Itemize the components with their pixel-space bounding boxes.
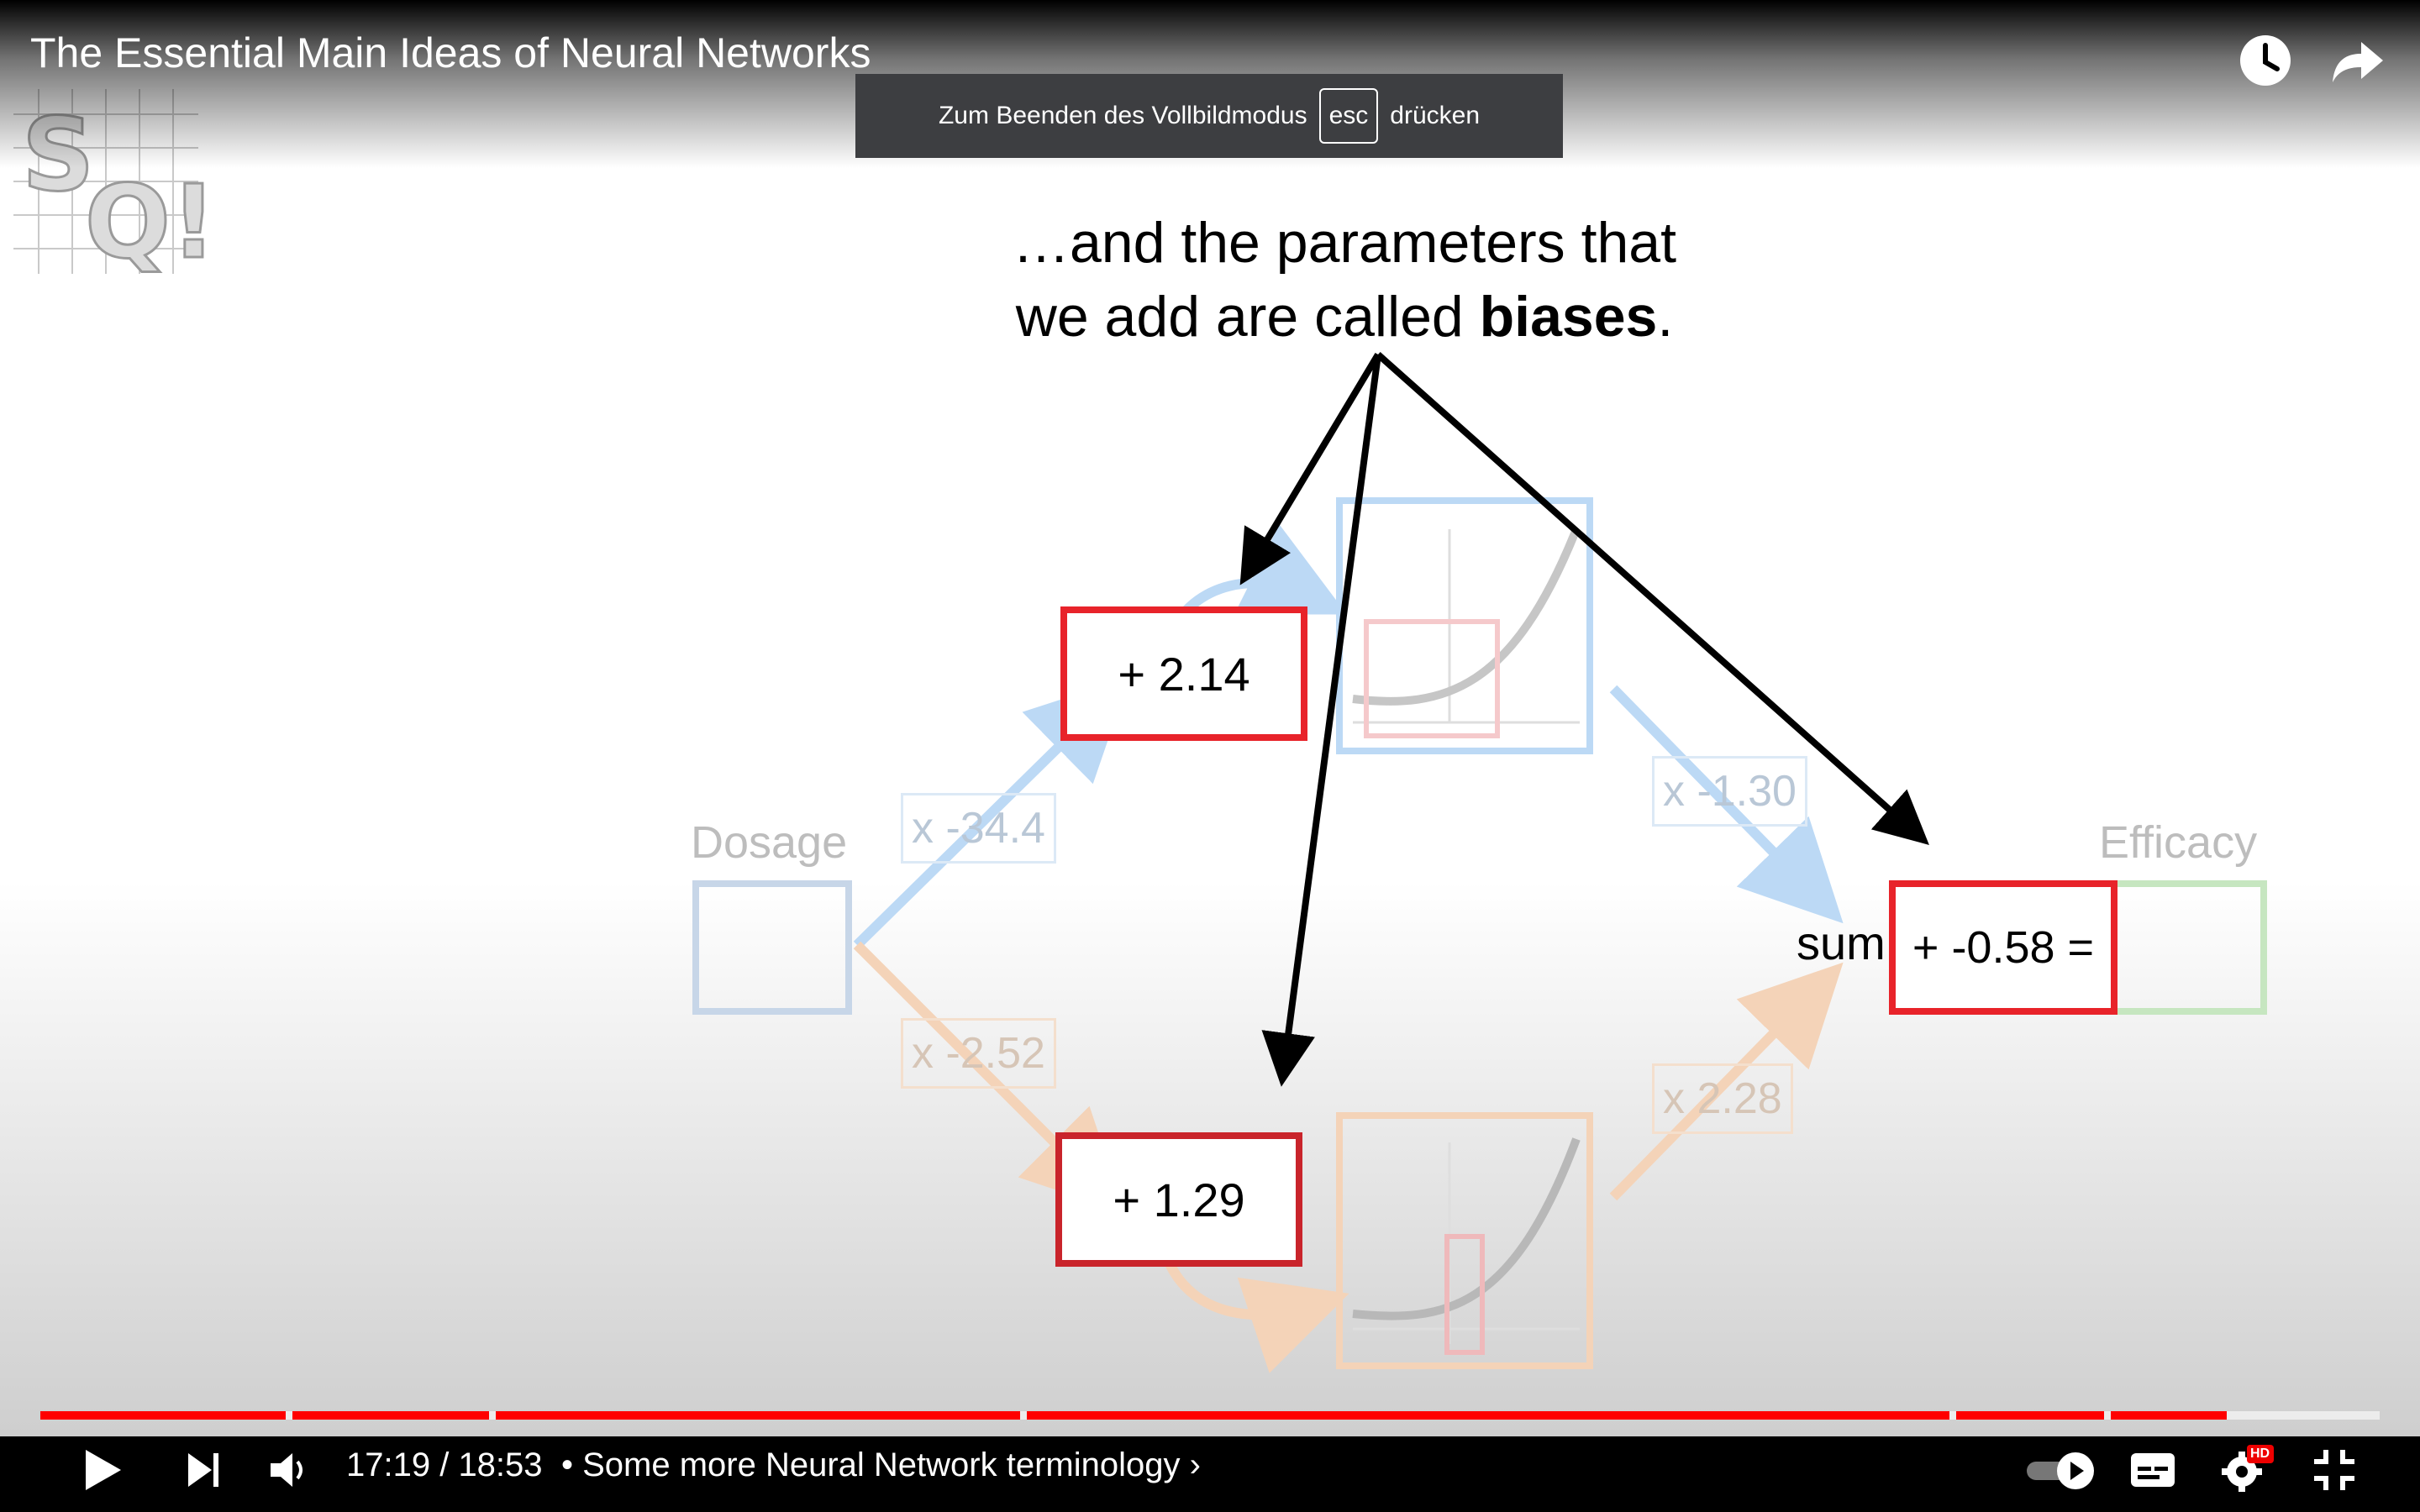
connection-top-to-output — [1609, 685, 1844, 924]
time-display: 17:19 / 18:53 — [346, 1446, 543, 1483]
annotation-arrow-output-bias — [1376, 352, 1929, 845]
chapter-segment-2[interactable] — [292, 1411, 489, 1420]
next-icon — [188, 1453, 218, 1487]
chapter-label[interactable]: • Some more Neural Network terminology — [561, 1446, 1181, 1483]
notice-text-after: drücken — [1390, 102, 1481, 129]
chapter-segment-3[interactable] — [496, 1411, 1020, 1420]
subtitles-button[interactable] — [2128, 1445, 2178, 1499]
settings-icon — [2222, 1445, 2274, 1492]
volume-button[interactable] — [266, 1445, 316, 1499]
input-label: Dosage — [691, 817, 848, 868]
weight-label-4: x 2.28 — [1652, 1063, 1793, 1134]
chapter-segment-1[interactable] — [40, 1411, 286, 1420]
exit-fullscreen-icon — [2314, 1450, 2354, 1490]
exit-fullscreen-button[interactable] — [2309, 1445, 2360, 1499]
notice-text-before: Zum Beenden des Vollbildmodus — [938, 102, 1307, 129]
notice-key-esc: esc — [1318, 88, 1379, 144]
connection-input-to-top — [853, 677, 1130, 949]
bias-box-output: + -0.58 = — [1889, 880, 2118, 1015]
next-button[interactable] — [178, 1445, 229, 1499]
video-title[interactable]: The Essential Main Ideas of Neural Netwo… — [30, 29, 871, 76]
output-box — [2111, 880, 2267, 1015]
input-box — [692, 880, 852, 1015]
autoplay-toggle[interactable] — [2023, 1445, 2099, 1499]
annotation-arrow-top-bias — [1239, 352, 1381, 585]
connection-bottom-curve — [1163, 1257, 1349, 1373]
chapter-segment-6[interactable] — [2111, 1411, 2227, 1420]
bias-box-bottom: + 1.29 — [1055, 1132, 1302, 1267]
weight-label-3: x -1.30 — [1652, 756, 1807, 827]
hidden-node-top — [1336, 497, 1593, 754]
caption-line-2-post: . — [1657, 285, 1674, 349]
svg-text:Q!: Q! — [85, 165, 207, 281]
chapter-segment-4[interactable] — [1027, 1411, 1949, 1420]
autoplay-toggle-icon — [2027, 1452, 2094, 1489]
player-controls — [0, 1436, 2420, 1512]
chapter-title[interactable]: • Some more Neural Network terminology › — [561, 1446, 1201, 1484]
bias-box-top: + 2.14 — [1060, 606, 1307, 741]
share-icon[interactable] — [2328, 30, 2388, 91]
play-button[interactable] — [77, 1445, 128, 1499]
annotation-arrow-bottom-bias — [1261, 354, 1381, 1087]
caption-line-2-bold: biases — [1479, 285, 1658, 349]
chapter-chevron-icon[interactable]: › — [1189, 1446, 1201, 1483]
sum-label: sum — [1797, 916, 1886, 969]
channel-logo: S Q! — [5, 81, 218, 283]
settings-button[interactable]: HD — [2217, 1441, 2275, 1499]
progress-bar[interactable] — [40, 1411, 2380, 1420]
output-label: Efficacy — [2099, 817, 2258, 868]
play-icon — [86, 1450, 121, 1490]
volume-icon — [271, 1453, 302, 1487]
caption-line-2: we add are called biases. — [924, 280, 1765, 354]
chapter-segment-5[interactable] — [1956, 1411, 2104, 1420]
watch-later-icon[interactable] — [2235, 30, 2296, 91]
caption-line-2-pre: we add are called — [1015, 285, 1480, 349]
hidden-node-bottom — [1336, 1112, 1593, 1369]
slide-caption: …and the parameters that we add are call… — [924, 206, 1765, 354]
weight-label-2: x -2.52 — [901, 1018, 1056, 1089]
connection-bottom-to-output — [1609, 962, 1844, 1201]
hd-badge: HD — [2250, 1446, 2270, 1461]
weight-label-1: x -34.4 — [901, 793, 1056, 864]
caption-line-1: …and the parameters that — [1012, 211, 1676, 275]
subtitles-icon — [2131, 1453, 2175, 1487]
fullscreen-exit-notice: Zum Beenden des Vollbildmodus esc drücke… — [855, 74, 1563, 158]
